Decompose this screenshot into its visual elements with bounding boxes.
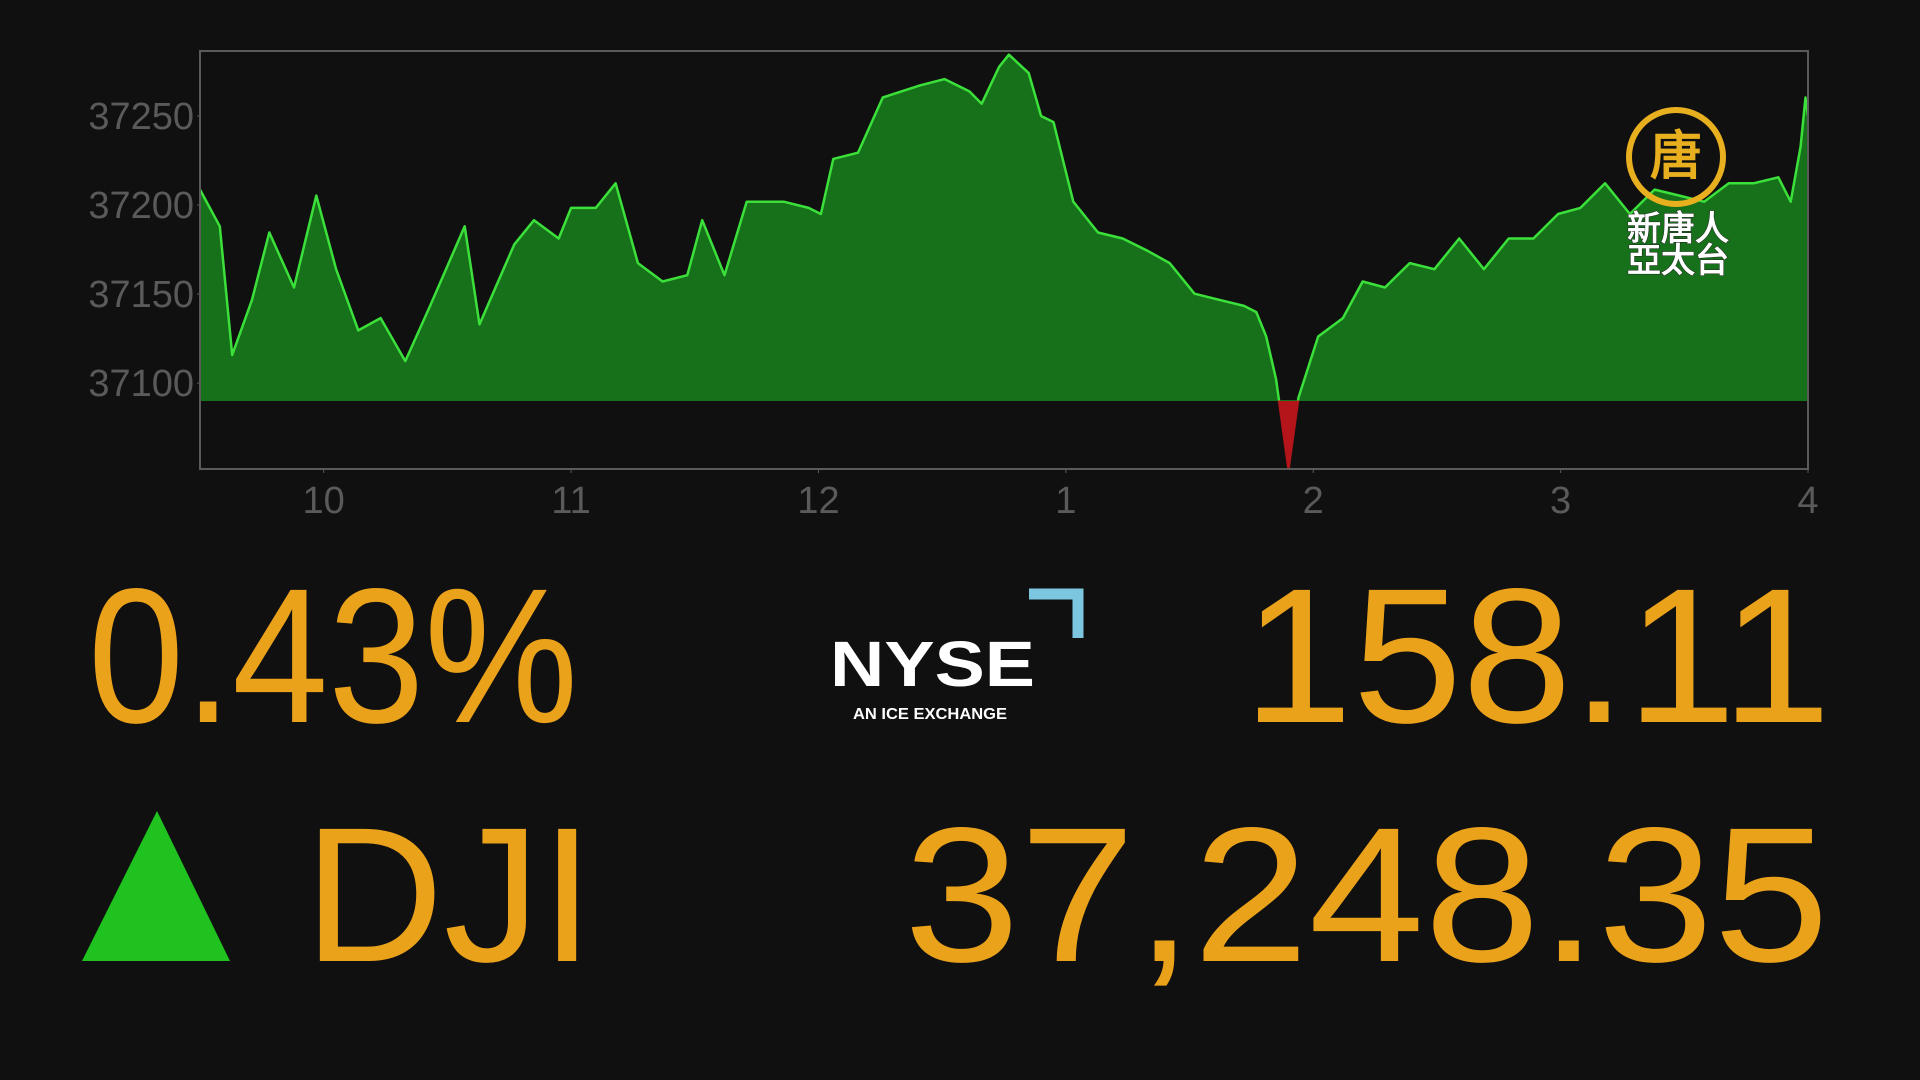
logo-line: 新唐人 (1627, 209, 1729, 249)
y-tick-label: 37250 (88, 96, 194, 138)
logo-bracket (1029, 588, 1084, 638)
x-tick-label: 2 (1303, 480, 1324, 522)
change-percent: 0.43% (88, 548, 578, 763)
y-tick-label: 37100 (88, 363, 194, 405)
logo-line: 亞太台 (1627, 241, 1729, 281)
price-line (200, 53, 1808, 401)
y-tick-label: 37150 (88, 274, 194, 316)
price: 37,248.35 (904, 787, 1829, 1002)
up-arrow (82, 811, 230, 961)
x-tick-label: 11 (551, 480, 590, 522)
exchange-name: NYSE (830, 628, 1035, 700)
symbol: DJI (304, 787, 594, 1002)
plot (200, 53, 1808, 470)
exchange-logo: NYSE AN ICE EXCHANGE (830, 588, 1084, 723)
change-points: 158.11 (1243, 548, 1831, 763)
x-tick-label: 12 (797, 480, 839, 522)
y-tick-label: 37200 (88, 185, 194, 227)
area-positive (200, 54, 1808, 401)
logo-ring (1626, 107, 1726, 207)
exchange-tagline: AN ICE EXCHANGE (853, 706, 1007, 723)
plot-frame (199, 50, 1809, 470)
x-tick-label: 3 (1550, 480, 1571, 522)
x-tick-label: 4 (1797, 480, 1818, 522)
x-tick-label: 10 (303, 480, 345, 522)
channel-logo: 唐 新唐人 亞太台 (1626, 107, 1730, 282)
logo-emblem: 唐 (1650, 127, 1702, 187)
area-negative (1279, 400, 1299, 469)
x-tick-label: 1 (1055, 480, 1076, 522)
